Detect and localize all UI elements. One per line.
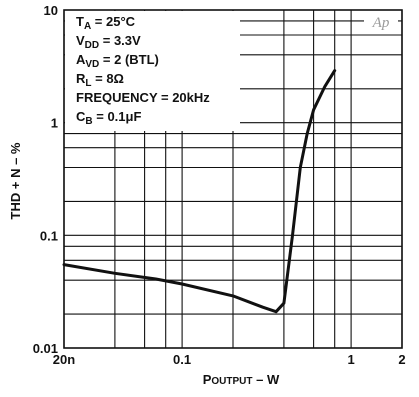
audio-precision-logo: Ap bbox=[364, 13, 398, 31]
logo-text: Ap bbox=[372, 15, 390, 31]
conditions-background bbox=[65, 11, 240, 131]
x-axis-title-prefix: P bbox=[203, 372, 212, 387]
x-tick-label: 1 bbox=[347, 352, 354, 367]
y-tick-label: 0.1 bbox=[40, 228, 58, 243]
y-tick-label: 0.01 bbox=[33, 341, 58, 356]
condition-line: CB = 0.1μF bbox=[76, 109, 141, 127]
logo-background bbox=[364, 13, 398, 31]
y-tick-label: 10 bbox=[44, 3, 58, 18]
condition-line: TA = 25°C bbox=[76, 14, 136, 32]
x-axis-title-suffix: – W bbox=[253, 372, 280, 387]
condition-line: AVD = 2 (BTL) bbox=[76, 52, 159, 70]
y-tick-label: 1 bbox=[51, 116, 58, 131]
x-tick-label: 20n bbox=[53, 352, 75, 367]
y-axis-title: THD + N – % bbox=[8, 142, 23, 219]
x-tick-label: 2 bbox=[398, 352, 405, 367]
plot-frame bbox=[63, 9, 403, 349]
y-tick-labels: 0.01 0.1 1 10 bbox=[33, 3, 58, 356]
x-axis-title: POUTPUT – W bbox=[203, 372, 280, 387]
x-axis-title-sub: OUTPUT bbox=[211, 376, 252, 387]
thd-n-curve bbox=[62, 69, 337, 314]
condition-line: FREQUENCY = 20kHz bbox=[76, 90, 210, 105]
condition-line: VDD = 3.3V bbox=[76, 33, 141, 51]
x-tick-label: 0.1 bbox=[173, 352, 191, 367]
x-tick-labels: 20n 0.1 1 2 bbox=[53, 352, 406, 367]
condition-line: RL = 8Ω bbox=[76, 71, 124, 89]
